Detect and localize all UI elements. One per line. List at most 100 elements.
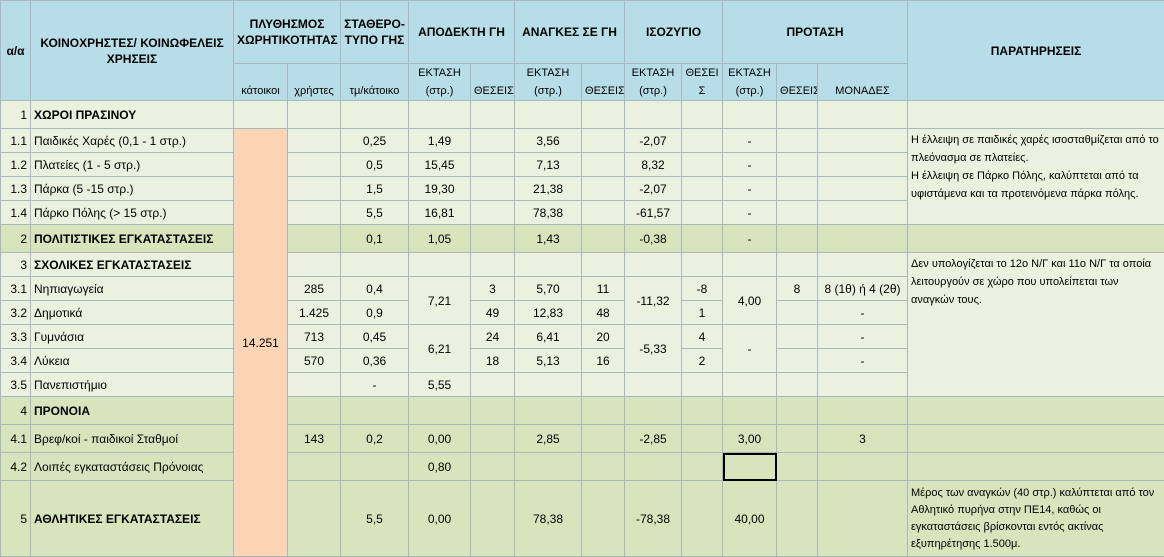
empty-cell [582, 101, 625, 129]
remark-cell: Μέρος των αναγκών (40 στρ.) καλύπτεται α… [908, 481, 1164, 557]
cell: 570 [288, 349, 341, 373]
cell: 1.1 [1, 129, 31, 153]
cell: 3 [818, 425, 908, 453]
empty-cell [582, 425, 625, 453]
empty-cell [288, 373, 341, 397]
cell: 1.4 [1, 201, 31, 225]
cell: 285 [288, 277, 341, 301]
cell: Βρεφ/κοί - παιδικοί Σταθμοί [31, 425, 234, 453]
cell: 8,32 [625, 153, 682, 177]
cell: 21,38 [515, 177, 582, 201]
cell: 4.2 [1, 453, 31, 481]
subheader-cell: ΘΕΣΕΙΣ [682, 64, 723, 101]
empty-cell [682, 253, 723, 277]
empty-cell [288, 481, 341, 557]
cell: 3,00 [723, 425, 777, 453]
remark-text: Δεν υπολογίζεται το 12ο Ν/Γ και 11ο Ν/Γ … [911, 255, 1161, 309]
empty-cell [409, 253, 471, 277]
selected-cell [723, 453, 777, 481]
empty-cell [582, 177, 625, 201]
empty-cell [777, 373, 818, 397]
cell: 4 [1, 397, 31, 425]
empty-cell [288, 129, 341, 153]
cell: -5,33 [625, 325, 682, 373]
cell: -8 [682, 277, 723, 301]
empty-cell [625, 101, 682, 129]
subheader-cell: ΘΕΣΕΙΣ [777, 64, 818, 101]
cell: 1,49 [409, 129, 471, 153]
cell: - [723, 129, 777, 153]
cell: 1.2 [1, 153, 31, 177]
cell: 3.1 [1, 277, 31, 301]
empty-cell [682, 101, 723, 129]
cell: Πανεπιστήμιο [31, 373, 234, 397]
empty-cell [908, 225, 1164, 253]
cell: Πλατείες (1 - 5 στρ.) [31, 153, 234, 177]
cell: ΠΡΟΝΟΙΑ [31, 397, 234, 425]
empty-cell [471, 425, 515, 453]
cell: Γυμνάσια [31, 325, 234, 349]
empty-cell [471, 201, 515, 225]
empty-cell [288, 225, 341, 253]
empty-cell [341, 453, 409, 481]
cell: 0,4 [341, 277, 409, 301]
subheader-cell: χρήστες [288, 64, 341, 101]
cell: 3.3 [1, 325, 31, 349]
empty-cell [682, 225, 723, 253]
empty-cell [515, 253, 582, 277]
empty-cell [471, 177, 515, 201]
empty-cell [908, 453, 1164, 481]
cell: 2,85 [515, 425, 582, 453]
empty-cell [582, 481, 625, 557]
cell: 0,25 [341, 129, 409, 153]
empty-cell [682, 201, 723, 225]
empty-cell [777, 153, 818, 177]
cell: 15,45 [409, 153, 471, 177]
empty-cell [818, 153, 908, 177]
empty-cell [471, 253, 515, 277]
empty-cell [908, 397, 1164, 425]
cell: Παιδικές Χαρές (0,1 - 1 στρ.) [31, 129, 234, 153]
cell: -2,85 [625, 425, 682, 453]
empty-cell [777, 453, 818, 481]
cell: 0,1 [341, 225, 409, 253]
empty-cell [777, 349, 818, 373]
cell: 713 [288, 325, 341, 349]
empty-cell [582, 153, 625, 177]
cell: ΧΩΡΟΙ ΠΡΑΣΙΝΟΥ [31, 101, 234, 129]
cell: 1 [682, 301, 723, 325]
empty-cell [818, 101, 908, 129]
empty-cell [682, 373, 723, 397]
cell: - [818, 325, 908, 349]
empty-cell [582, 201, 625, 225]
cell: Πάρκα (5 -15 στρ.) [31, 177, 234, 201]
cell: 6,41 [515, 325, 582, 349]
empty-cell [288, 453, 341, 481]
cell: ΣΧΟΛΙΚΕΣ ΕΓΚΑΤΑΣΤΑΣΕΙΣ [31, 253, 234, 277]
cell: 0,00 [409, 481, 471, 557]
empty-cell [471, 373, 515, 397]
cell: 16,81 [409, 201, 471, 225]
empty-cell [625, 453, 682, 481]
empty-cell [625, 253, 682, 277]
subheader-cell: ΘΕΣΕΙΣ [471, 64, 515, 101]
cell: 5,70 [515, 277, 582, 301]
empty-cell [682, 481, 723, 557]
empty-cell [908, 101, 1164, 129]
cell: 78,38 [515, 201, 582, 225]
remark-text: Μέρος των αναγκών (40 στρ.) καλύπτεται α… [911, 485, 1161, 553]
cell: -0,38 [625, 225, 682, 253]
subheader-cell: τμ/κάτοικο [341, 64, 409, 101]
cell: 24 [471, 325, 515, 349]
cell: - [723, 177, 777, 201]
cell: 14.251 [234, 129, 288, 557]
empty-cell [818, 373, 908, 397]
header-cell: ΠΑΡΑΤΗΡΗΣΕΙΣ [908, 1, 1164, 101]
empty-cell [818, 453, 908, 481]
cell: 6,21 [409, 325, 471, 373]
